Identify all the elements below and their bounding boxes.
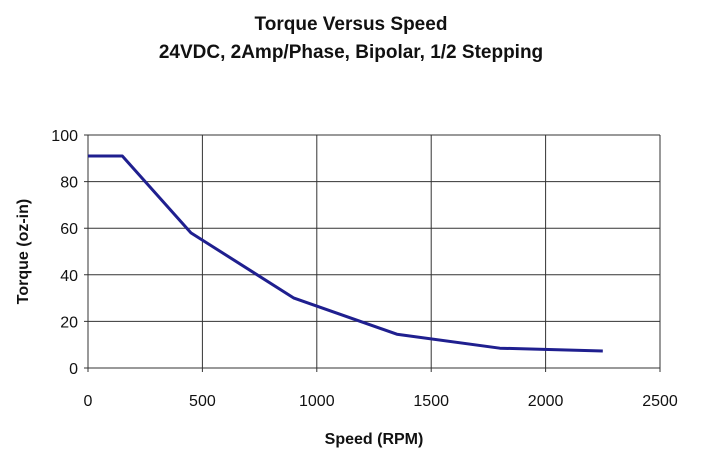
x-axis-label: Speed (RPM) <box>325 431 424 448</box>
y-axis-label: Torque (oz-in) <box>15 199 32 304</box>
x-tick-label: 0 <box>84 393 93 410</box>
x-tick-label: 2500 <box>642 393 678 410</box>
x-tick-label: 1000 <box>299 393 335 410</box>
chart-title: Torque Versus Speed <box>254 14 448 35</box>
chart-subtitle: 24VDC, 2Amp/Phase, Bipolar, 1/2 Stepping <box>158 42 544 63</box>
y-tick-label: 0 <box>69 361 78 378</box>
y-tick-label: 80 <box>60 175 78 192</box>
y-tick-label: 100 <box>51 128 78 145</box>
y-tick-label: 60 <box>60 221 78 238</box>
x-tick-label: 500 <box>189 393 216 410</box>
y-tick-label: 40 <box>60 268 78 285</box>
x-tick-label: 1500 <box>413 393 449 410</box>
y-tick-label: 20 <box>60 314 78 331</box>
x-tick-label: 2000 <box>528 393 564 410</box>
